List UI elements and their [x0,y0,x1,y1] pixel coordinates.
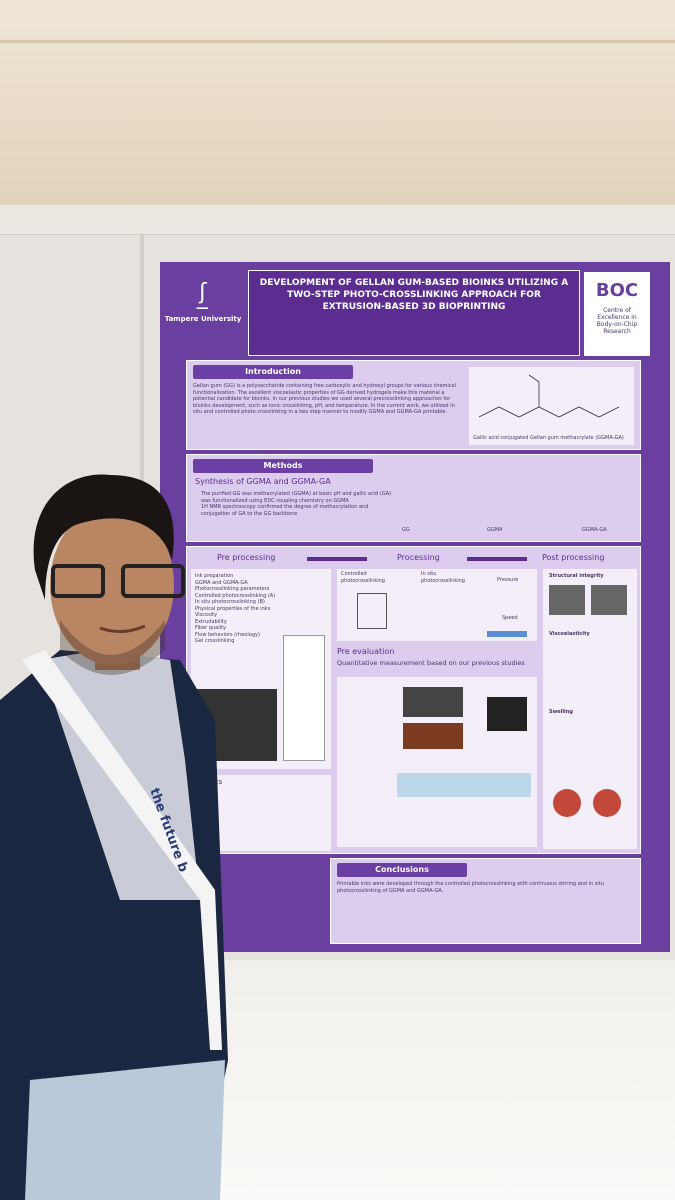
workflow-box: Pre processing Processing Post processin… [186,546,641,854]
quantitative-heading: Quantitative measurement based on our pr… [337,659,525,667]
arrow [467,557,527,561]
item: Fiber quality [195,625,226,631]
grid-photo [403,687,463,717]
glasses [121,564,185,598]
methods-bullets: The purified GG was methacrylated (GGMA)… [193,491,393,517]
swelling-photo [553,789,581,817]
methods-subheading: Synthesis of GGMA and GGMA-GA [195,477,331,486]
lanyard [22,650,222,1050]
jeans [25,1060,225,1200]
item: In situ photocrosslinking (B) [195,599,265,605]
figure-caption: Gallic acid conjugated Gellan gum methac… [473,435,624,441]
floor-glare [170,960,675,1200]
molecule-label: GGMA-GA [582,527,607,533]
pre-processing-list: Ink preparation GGMA and GGMA-GA Photocr… [193,573,277,645]
stage: Post processing [542,553,605,562]
swelling-photo [593,789,621,817]
item: Gel crosslinking [195,638,235,644]
introduction-text: Gellan gum (GG) is a polysaccharide cont… [193,383,456,415]
item: Flow behaviors (rheology) [195,631,260,638]
post-label: Structural integrity [549,573,604,579]
grid-photo [403,723,463,749]
post-label: Viscoelasticity [549,631,590,637]
post-label: Swelling [549,709,573,715]
bullet: 1H NMR spectroscopy confirmed the degree… [201,504,393,517]
upper-wall [0,0,675,210]
molecule-label: GGMA [487,527,503,533]
poster-title: Development of Gellan Gum-Based Bioinks … [248,270,580,356]
stage: Pre processing [217,553,276,562]
introduction-heading: Introduction [193,365,353,379]
gel-photo [591,585,627,615]
evaluation-panel [337,677,537,847]
item: GGMA and GGMA-GA [195,579,248,586]
hair [33,474,174,600]
logo-mark: ʃ̲ [199,280,207,305]
post-processing-panel: Structural integrity Viscoelasticity Swe… [543,569,637,849]
mouth [99,624,146,633]
item: Viscosity [195,612,218,618]
conclusions-box: Conclusions Printable inks were develope… [330,858,641,944]
introduction-box: Introduction Gellan gum (GG) is a polysa… [186,360,641,450]
bullet: The purified GG was methacrylated (GGMA)… [201,491,393,504]
processing-label: In situ photocrosslinking [421,571,465,584]
pre-evaluation: Pre evaluation [337,647,395,656]
processing-label: Controlled photocrosslinking [341,571,385,584]
panel-rail [0,205,675,235]
item: Photocrosslinking parameters [195,586,270,592]
center-name: Centre of Excellence in Body-on-Chip Res… [596,307,638,335]
face [50,505,174,665]
methods-heading: Methods [193,459,373,473]
structure-figure: Gallic acid conjugated Gellan gum methac… [469,367,634,445]
table-figure [397,773,531,797]
beaker [357,593,387,629]
glasses [51,564,105,598]
center-logo-box: BOC Centre of Excellence in Body-on-Chip… [584,272,650,356]
chain [478,374,620,418]
conclusions-heading: Conclusions [337,863,467,877]
conclusions-text: Printable inks were developed through th… [337,881,604,894]
gel-photo [549,585,585,615]
item: Physical properties of the inks [195,605,271,612]
processing-label: Pressure [497,577,519,583]
arrow [307,557,367,561]
item: Ink preparation [195,573,234,579]
ceiling-edge [0,40,675,43]
print-bed [487,631,527,637]
institution: Tampere University [164,315,242,323]
processing-label: Speed [502,615,518,621]
beard [60,620,165,675]
rheology-plots [283,635,325,761]
methods-box: Methods Synthesis of GGMA and GGMA-GA Th… [186,454,641,542]
item: Controlled photocrosslinking (A) [195,592,276,599]
structure-drawing [478,374,620,418]
center-logo: BOC [595,280,639,301]
poster: ʃ̲ Tampere University Development of Gel… [160,262,670,952]
university-logo: ʃ̲ Tampere University [160,262,246,354]
stage: Processing [397,553,440,562]
grid-photo [487,697,527,731]
item: Extrudability [195,618,227,625]
processing-panel: Controlled photocrosslinking In situ pho… [337,569,537,641]
molecule-label: GG [402,527,410,533]
